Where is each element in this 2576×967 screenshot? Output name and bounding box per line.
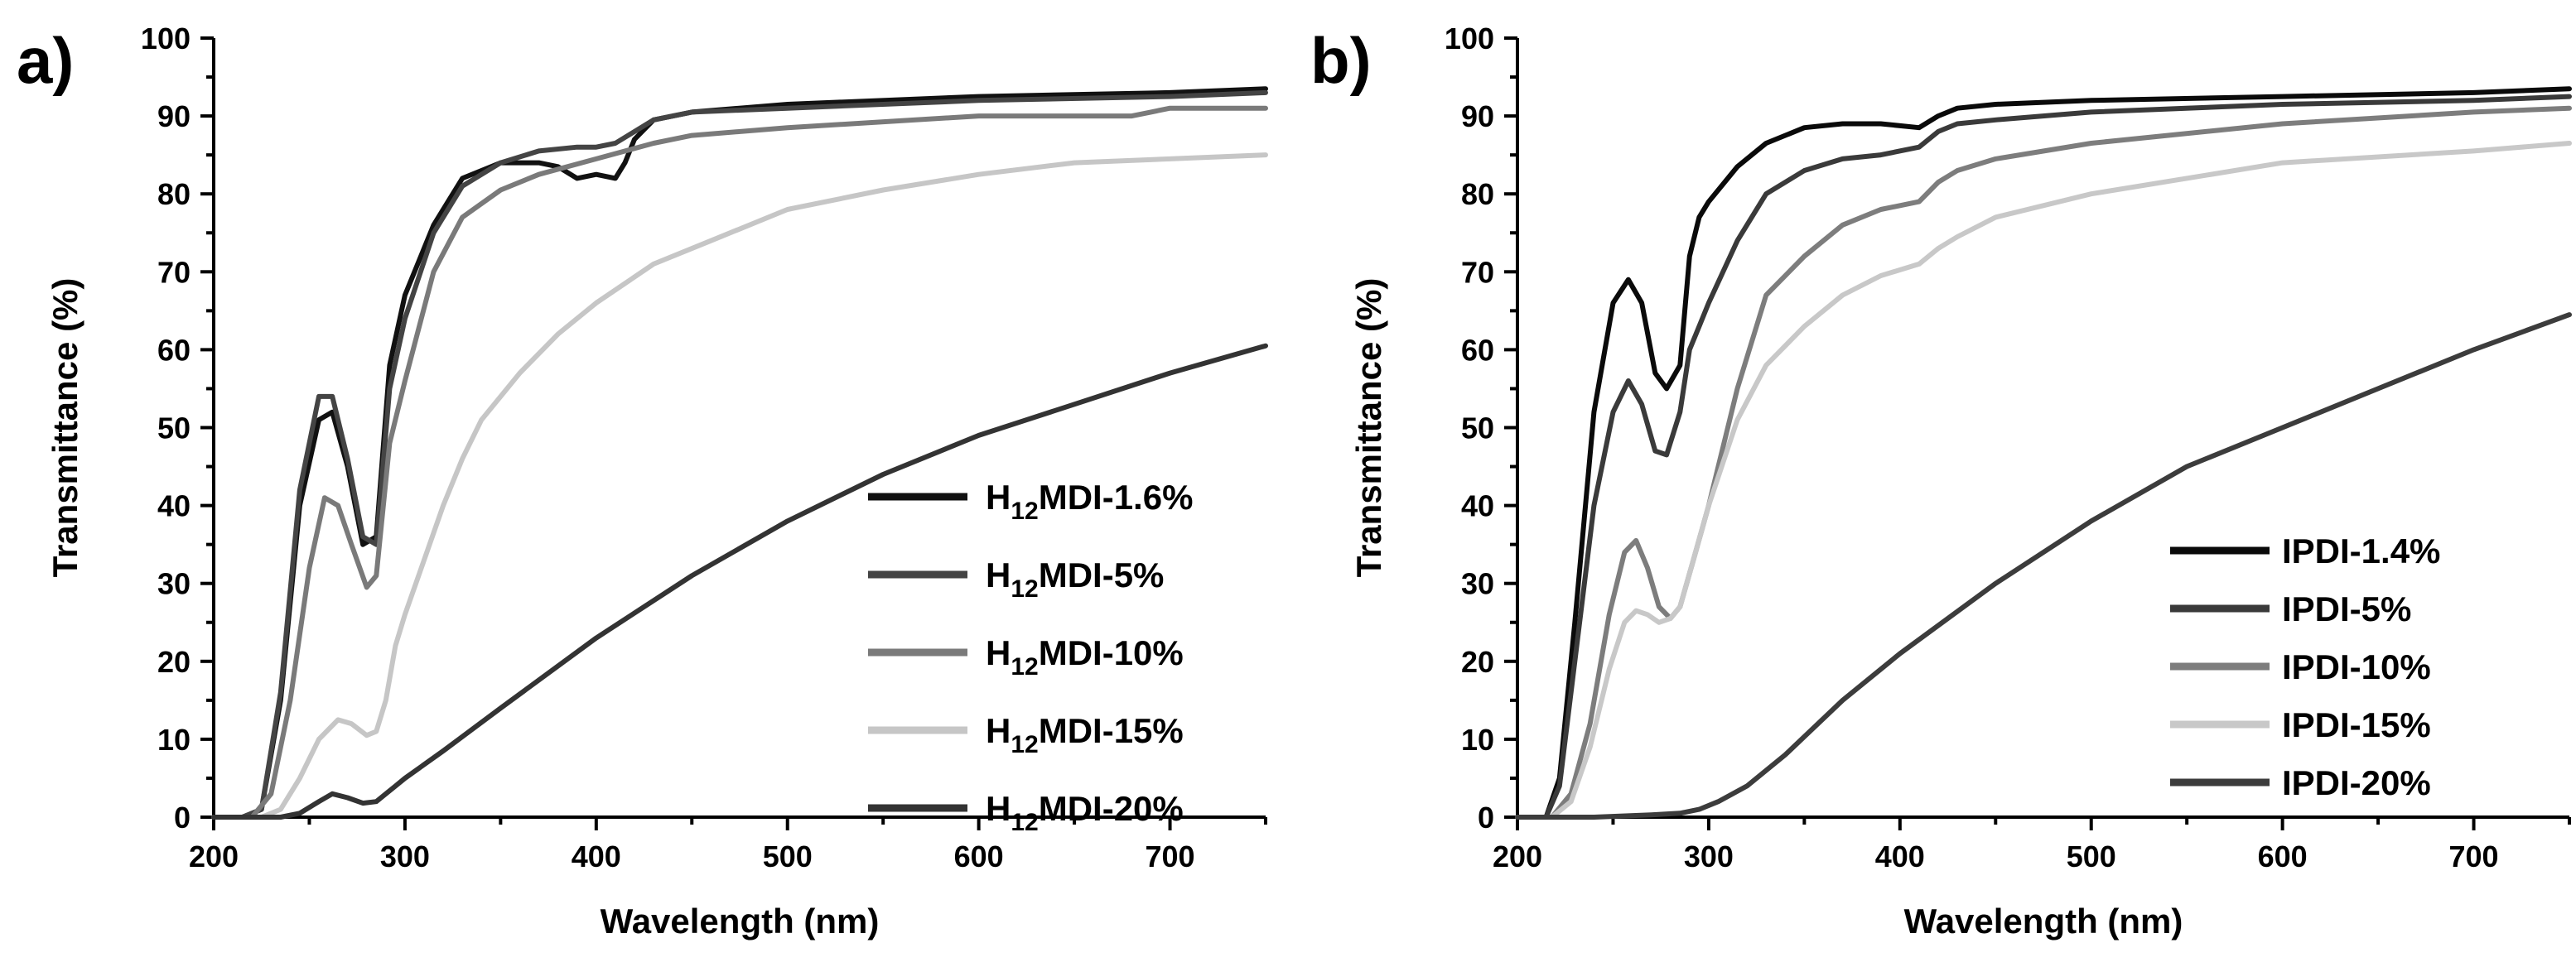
legend-label: IPDI-15% (2282, 705, 2431, 744)
y-tick-label: 90 (1461, 99, 1494, 133)
y-tick-label: 60 (157, 333, 191, 367)
legend-label: H12MDI-15% (986, 711, 1184, 758)
x-tick-label: 400 (572, 840, 621, 873)
series-line-2 (211, 89, 1268, 820)
y-tick-label: 10 (1461, 723, 1494, 757)
legend-label: H12MDI-1.6% (986, 478, 1193, 525)
series-line-4 (1515, 141, 2572, 820)
legend-label: IPDI-10% (2282, 647, 2431, 686)
y-tick-label: 10 (157, 723, 191, 757)
series-line-5 (211, 343, 1268, 820)
x-tick-label: 600 (2258, 840, 2308, 873)
legend-label: IPDI-20% (2282, 763, 2431, 802)
y-tick-label: 50 (157, 411, 191, 445)
series-line-3 (1515, 105, 2572, 820)
y-tick-label: 100 (141, 22, 191, 55)
y-tick-label: 60 (1461, 333, 1494, 367)
series-line-1 (211, 86, 1268, 820)
y-axis-title: Transmittance (%) (1349, 278, 1388, 578)
series-line-2 (1515, 94, 2572, 820)
y-tick-label: 40 (1461, 489, 1494, 523)
y-tick-label: 80 (1461, 177, 1494, 211)
y-tick-label: 70 (157, 255, 191, 289)
series-line-5 (1515, 312, 2572, 820)
legend-label: H12MDI-20% (986, 789, 1184, 836)
y-tick-label: 90 (157, 99, 191, 133)
x-tick-label: 500 (763, 840, 813, 873)
x-tick-label: 500 (2067, 840, 2116, 873)
x-tick-label: 700 (2449, 840, 2499, 873)
x-axis-title: Wavelength (nm) (601, 902, 880, 941)
series-line-1 (1515, 86, 2572, 820)
series-line-3 (211, 105, 1268, 820)
panel-label: a) (17, 24, 74, 97)
x-tick-label: 400 (1875, 840, 1925, 873)
legend-label: IPDI-5% (2282, 589, 2411, 628)
x-tick-label: 700 (1146, 840, 1195, 873)
y-tick-label: 80 (157, 177, 191, 211)
y-axis-title: Transmittance (%) (46, 278, 84, 578)
series-line-4 (211, 152, 1268, 820)
x-tick-label: 600 (954, 840, 1004, 873)
y-tick-label: 30 (157, 567, 191, 601)
axis-lines (212, 38, 1266, 819)
x-tick-label: 300 (380, 840, 430, 873)
y-tick-label: 40 (157, 489, 191, 523)
legend-label: H12MDI-5% (986, 556, 1164, 603)
y-tick-label: 20 (157, 645, 191, 679)
y-tick-label: 20 (1461, 645, 1494, 679)
y-tick-label: 100 (1445, 22, 1494, 55)
legend-label: H12MDI-10% (986, 633, 1184, 681)
x-axis-title: Wavelength (nm) (1904, 902, 2183, 941)
x-tick-label: 300 (1684, 840, 1734, 873)
y-tick-label: 0 (1478, 801, 1494, 835)
y-tick-label: 50 (1461, 411, 1494, 445)
y-tick-label: 30 (1461, 567, 1494, 601)
legend: H12MDI-1.6% H12MDI-5% H12MDI-10% H12MDI-15%… (868, 478, 1193, 836)
chart-panel-b: b) 0 10 20 30 40 50 60 70 80 90 100 200 300 400 500 600 7… (1310, 22, 2572, 941)
x-tick-label: 200 (189, 840, 239, 873)
chart-panel-a: a) 0 10 20 30 40 50 60 70 80 90 100 200 300 400 500 600 7… (17, 22, 1268, 941)
y-tick-label: 0 (174, 801, 191, 835)
y-tick-label: 70 (1461, 255, 1494, 289)
panel-label: b) (1310, 24, 1372, 97)
x-tick-label: 200 (1493, 840, 1542, 873)
legend: IPDI-1.4% IPDI-5% IPDI-10% IPDI-15% IPDI-20% (2170, 532, 2440, 802)
legend-label: IPDI-1.4% (2282, 532, 2440, 570)
